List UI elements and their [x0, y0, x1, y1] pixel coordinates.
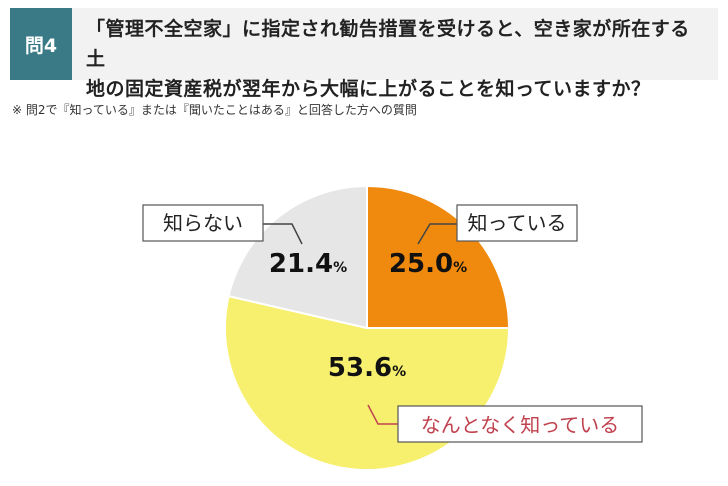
leader-line [263, 223, 303, 245]
footnote: ※ 問2で『知っている』または『聞いたことはある』と回答した方への質問 [12, 103, 417, 117]
question-title: 「管理不全空家」に指定され勧告措置を受けると、空き家が所在する土 地の固定資産税… [72, 8, 718, 100]
question-number-badge: 問4 [10, 8, 72, 80]
legend-label-box [142, 204, 264, 242]
question-title-line-2: 地の固定資産税が翌年から大幅に上がることを知っていますか？ [86, 78, 651, 100]
leader-line [417, 223, 457, 245]
slice-value-label: 21.4% [269, 249, 347, 279]
slice-value-label: 25.0% [389, 249, 467, 279]
legend-label-know: 知っている [468, 211, 567, 235]
legend-label-dont-know: 知らない [163, 211, 243, 235]
legend-label-box [456, 204, 578, 242]
slice-value-label: 53.6% [328, 353, 406, 383]
legend-label-somewhat-know: なんとなく知っている [421, 413, 619, 437]
question-title-line-1: 「管理不全空家」に指定され勧告措置を受けると、空き家が所在する土 [86, 18, 690, 70]
question-header: 問4 「管理不全空家」に指定され勧告措置を受けると、空き家が所在する土 地の固定… [10, 8, 718, 100]
slice-dont-know [227, 184, 368, 330]
leader-line [367, 404, 398, 425]
legend-label-box [397, 405, 643, 443]
